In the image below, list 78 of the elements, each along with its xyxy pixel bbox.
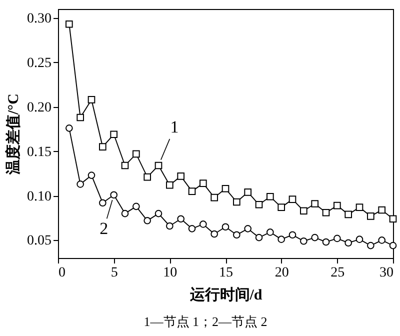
point — [255, 234, 263, 242]
point — [88, 96, 96, 104]
point — [288, 196, 296, 203]
point — [210, 230, 218, 238]
point — [300, 207, 308, 215]
point — [121, 210, 129, 218]
y-tick-label: 0.15 — [27, 144, 52, 160]
point — [322, 208, 330, 216]
point — [378, 206, 386, 214]
point — [166, 222, 174, 230]
x-tick-label: 10 — [163, 266, 178, 280]
point — [389, 242, 397, 250]
point — [266, 192, 274, 200]
point — [378, 236, 386, 244]
point — [344, 239, 352, 247]
point — [99, 199, 106, 207]
point — [166, 181, 174, 189]
point — [244, 225, 252, 232]
point — [356, 204, 364, 211]
point — [154, 162, 162, 170]
point — [66, 124, 73, 132]
x-tick-label: 30 — [380, 266, 394, 280]
point — [210, 194, 218, 202]
point — [233, 198, 240, 206]
y-tick-label: 0.20 — [27, 100, 52, 116]
point — [110, 130, 118, 138]
point — [76, 180, 84, 188]
point — [177, 215, 184, 223]
x-axis-title: 运行时间/d — [188, 286, 263, 304]
point — [334, 234, 341, 242]
point — [222, 184, 230, 192]
legend-label: 2 — [100, 218, 108, 238]
point — [132, 202, 140, 210]
point — [200, 220, 207, 228]
point — [278, 236, 285, 243]
x-tick-label: 20 — [274, 266, 289, 280]
point — [278, 204, 285, 211]
x-tick-label: 25 — [330, 266, 345, 280]
point — [288, 231, 296, 239]
x-tick-label: 15 — [219, 266, 233, 280]
point — [389, 215, 397, 223]
point — [110, 191, 118, 199]
point — [222, 223, 230, 231]
point — [344, 210, 352, 218]
point — [255, 200, 263, 208]
x-tick-label: 0 — [58, 266, 66, 280]
point — [200, 180, 207, 187]
y-tick-label: 0.10 — [27, 189, 52, 204]
series-label: 1 — [170, 118, 179, 137]
point — [233, 231, 240, 239]
point — [76, 114, 84, 122]
point — [311, 200, 318, 208]
point — [367, 212, 374, 220]
point — [356, 236, 364, 243]
point — [244, 188, 252, 196]
point — [322, 238, 330, 246]
x-tick-label: 5 — [110, 266, 118, 280]
point — [144, 173, 151, 181]
point — [177, 172, 184, 180]
point — [266, 228, 274, 236]
y-axis-title: 温度差值/°C — [4, 94, 22, 176]
point — [334, 202, 341, 210]
point — [300, 237, 308, 245]
point — [188, 225, 196, 232]
point — [132, 150, 140, 158]
point — [154, 210, 162, 218]
point — [188, 188, 196, 195]
point — [144, 216, 151, 224]
y-tick-label: 0.25 — [27, 56, 52, 71]
y-tick-label: 0.30 — [27, 11, 52, 26]
text: 1—节点 1；2—节点 2 — [144, 314, 268, 329]
point — [311, 234, 318, 242]
point — [121, 162, 129, 170]
y-tick-label: 0.05 — [27, 234, 52, 249]
point — [99, 143, 106, 150]
point — [367, 242, 374, 250]
point — [88, 172, 96, 179]
point — [66, 20, 73, 28]
